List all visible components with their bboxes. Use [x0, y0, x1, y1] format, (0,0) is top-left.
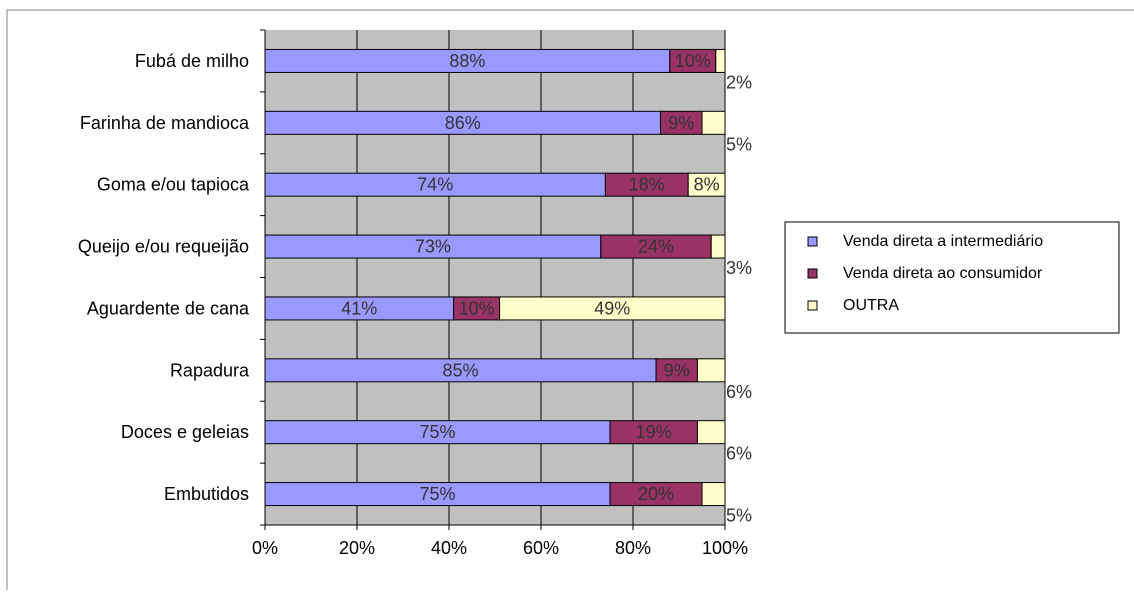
data-label: 49%	[594, 298, 630, 318]
bar-segment	[701, 482, 726, 507]
data-label: 20%	[638, 484, 674, 504]
data-label: 75%	[419, 484, 455, 504]
category-label: Doces e geleias	[121, 422, 249, 442]
data-label: 3%	[726, 258, 752, 278]
bar-segment	[715, 48, 726, 73]
legend-swatch	[807, 300, 818, 311]
data-label: 74%	[417, 175, 453, 195]
category-label: Embutidos	[164, 484, 249, 504]
data-label: 75%	[419, 422, 455, 442]
legend-label: Venda direta a intermediário	[843, 233, 1043, 250]
legend: Venda direta a intermediário Venda direta…	[784, 221, 1120, 334]
legend-label: OUTRA	[843, 297, 899, 314]
data-label: 9%	[668, 113, 694, 133]
data-label: 10%	[459, 298, 495, 318]
bar-segment	[687, 172, 726, 197]
data-label: 19%	[636, 422, 672, 442]
data-label: 5%	[726, 134, 752, 154]
x-tick-label: 0%	[252, 538, 278, 558]
legend-swatch	[807, 268, 818, 279]
x-tick-label: 40%	[431, 538, 467, 558]
category-label: Farinha de mandioca	[80, 113, 250, 133]
plot-area	[265, 30, 725, 525]
data-label: 73%	[415, 237, 451, 257]
data-label: 6%	[726, 444, 752, 464]
x-tick-label: 80%	[615, 538, 651, 558]
bar-segment	[696, 420, 726, 445]
x-tick-label: 60%	[523, 538, 559, 558]
data-label: 86%	[445, 113, 481, 133]
bar-segment	[710, 234, 726, 259]
data-label: 2%	[726, 72, 752, 92]
axes-group: 0% 20% 40% 60% 80% 100% Fubá de milho Farinha d…	[78, 29, 748, 558]
data-label: 6%	[726, 382, 752, 402]
legend-box	[784, 221, 1120, 334]
bars-group: 88% 10% 2% 86% 9% 5% 74% 18% 8% 73% 24% 3% 41% 10% 49%…	[264, 48, 752, 526]
data-label: 88%	[449, 51, 485, 71]
data-label: 85%	[442, 360, 478, 380]
data-label: 5%	[726, 506, 752, 526]
data-label: 24%	[638, 237, 674, 257]
data-label: 41%	[341, 298, 377, 318]
x-tick-label: 20%	[339, 538, 375, 558]
bar-segment	[499, 296, 726, 321]
legend-swatch	[807, 236, 818, 247]
category-label: Aguardente de cana	[87, 298, 250, 318]
x-tick-label: 100%	[702, 538, 748, 558]
bar-segment	[696, 358, 726, 383]
bar-segment	[701, 110, 726, 135]
category-label: Goma e/ou tapioca	[97, 175, 250, 195]
data-label: 18%	[629, 175, 665, 195]
category-label: Queijo e/ou requeijão	[78, 237, 249, 257]
category-label: Fubá de milho	[135, 51, 249, 71]
data-label: 8%	[694, 175, 720, 195]
legend-label: Venda direta ao consumidor	[843, 265, 1043, 282]
data-label: 10%	[675, 51, 711, 71]
category-label: Rapadura	[170, 360, 250, 380]
data-label: 9%	[664, 360, 690, 380]
